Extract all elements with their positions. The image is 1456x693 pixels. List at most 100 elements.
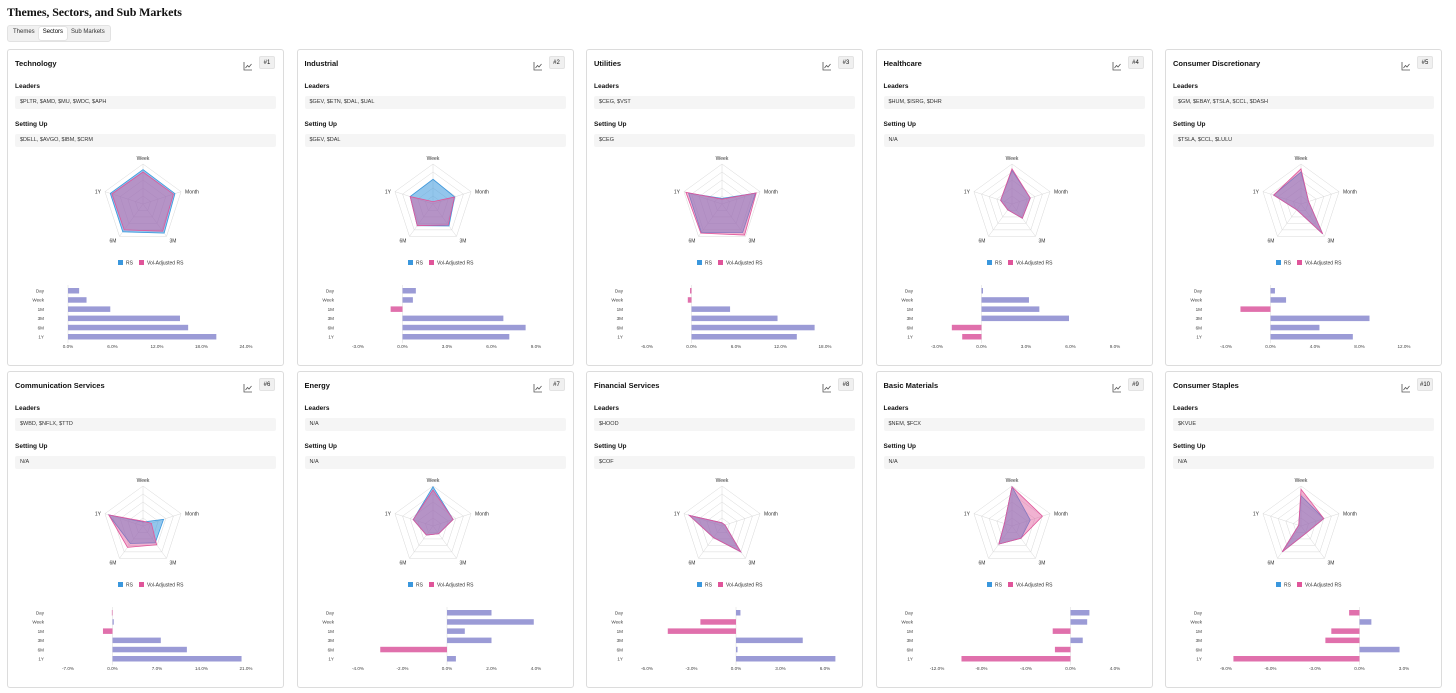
bar-category-label: Week <box>901 298 913 303</box>
radar-axis-label: Week <box>1295 156 1308 162</box>
radar-grid-ring <box>683 485 761 559</box>
sector-charts: Week Month 3M 6M 1Y RS Vol-Adjusted RS Day Week 1… <box>322 156 541 349</box>
bar-category-label: 6M <box>1196 325 1203 330</box>
bar-1m <box>667 628 736 634</box>
bar-week <box>68 297 87 303</box>
legend-swatch-rs <box>986 582 992 587</box>
setting-up-value: N/A <box>883 456 1145 469</box>
bar-category-label: 1Y <box>38 657 44 662</box>
tab-sub-markets[interactable]: Sub Markets <box>71 29 105 35</box>
bar-tick-label: 12.0% <box>774 344 787 349</box>
radar-axis-label: 1Y <box>1253 190 1260 196</box>
bar-tick-label: -6.0% <box>641 666 653 671</box>
legend-swatch-rs <box>407 260 413 265</box>
bar-tick-label: 6.0% <box>820 666 830 671</box>
bar-3m <box>1070 637 1083 644</box>
bar-6m <box>68 324 189 331</box>
chart-icon[interactable] <box>1112 380 1122 393</box>
chart-icon[interactable] <box>243 58 253 71</box>
radar-grid-ring <box>401 171 464 231</box>
radar-axis-label: 6M <box>110 560 117 566</box>
sector-card-financial-services: Financial Services #8 Leaders $HOOD Sett… <box>586 371 863 688</box>
bar-chart: Day Week 1M 3M 6M 1Y -6.0% 0.0% 6.0% 12.0% 18.0% <box>611 285 832 349</box>
chart-icon[interactable] <box>1401 380 1411 393</box>
sector-card-technology: Technology #1 Leaders $PLTR, $AMD, $MU, … <box>7 49 284 366</box>
sector-card-utilities: Utilities #3 Leaders $CEG, $VST Setting … <box>586 49 863 366</box>
chart-icon[interactable] <box>1112 58 1122 71</box>
tab-sectors[interactable]: Sectors <box>38 27 68 40</box>
bar-tick-label: 0.0% <box>1354 666 1364 671</box>
bar-category-label: Week <box>1190 620 1202 625</box>
leaders-label: Leaders <box>594 405 619 412</box>
leaders-value: $GM, $EBAY, $TSLA, $CCL, $DASH <box>1173 96 1434 109</box>
setting-up-label: Setting Up <box>594 121 627 128</box>
radar-grid-ring <box>988 501 1035 546</box>
legend-label-rs: RS <box>995 583 1003 589</box>
bar-1m <box>390 306 402 312</box>
rank-badge: #4 <box>1127 56 1144 69</box>
bar-category-label: 1M <box>38 307 45 312</box>
bar-chart: Day Week 1M 3M 6M 1Y -4.0% 0.0% 4.0% 8.0% 12.0% <box>1190 285 1411 349</box>
bar-chart: Day Week 1M 3M 6M 1Y -6.0% -3.0% 0.0% 3.0% 6.0% <box>611 607 836 671</box>
radar-chart: Week Month 3M 6M 1Y <box>1253 478 1357 566</box>
bar-tick-label: 0.0% <box>731 666 741 671</box>
legend-label-vol-adjusted: Vol-Adjusted RS <box>1016 583 1053 589</box>
sector-charts: Week Month 3M 6M 1Y RS Vol-Adjusted RS Day Week 1… <box>32 478 252 671</box>
radar-axis-label: Month <box>1054 190 1068 196</box>
bar-tick-label: 18.0% <box>818 344 831 349</box>
bar-tick-label: 2.0% <box>486 666 496 671</box>
rank-badge: #7 <box>548 378 565 391</box>
bar-day <box>446 610 491 616</box>
chart-icon[interactable] <box>822 58 832 71</box>
bar-chart: Day Week 1M 3M 6M 1Y -3.0% 0.0% 3.0% 6.0% 9.0% <box>322 285 541 349</box>
legend-label-vol-adjusted: Vol-Adjusted RS <box>147 583 184 589</box>
bar-tick-label: 24.0% <box>239 344 252 349</box>
bar-category-label: Day <box>36 611 45 616</box>
radar-axis-label: 6M <box>1268 238 1275 244</box>
radar-grid-ring <box>698 501 746 546</box>
leaders-label: Leaders <box>883 83 909 90</box>
radar-grid-ring <box>112 493 174 553</box>
rank-badge: #9 <box>1127 378 1144 391</box>
setting-up-value: N/A <box>1173 456 1434 469</box>
rank-badge: #3 <box>838 56 854 69</box>
card-title: Industrial <box>304 59 339 68</box>
setting-up-label: Setting Up <box>883 443 917 450</box>
bar-tick-label: 0.0% <box>686 344 696 349</box>
sector-charts: Week Month 3M 6M 1Y RS Vol-Adjusted RS Day Week 1… <box>901 156 1120 349</box>
chart-icon[interactable] <box>822 380 832 393</box>
bar-day <box>736 610 741 616</box>
sector-charts: Week Month 3M 6M 1Y RS Vol-Adjusted RS Day Week 1… <box>611 156 832 349</box>
radar-axis-label: 1Y <box>963 512 970 518</box>
bar-3m <box>981 315 1069 322</box>
bar-category-label: 3M <box>617 316 624 321</box>
bar-tick-label: 8.0% <box>1354 344 1364 349</box>
radar-series-vol-adjusted <box>107 514 158 548</box>
card-title: Consumer Staples <box>1173 381 1239 390</box>
bar-tick-label: 6.0% <box>486 344 496 349</box>
bar-1m <box>1331 628 1360 634</box>
chart-icon[interactable] <box>533 380 543 393</box>
bar-week <box>1359 619 1372 625</box>
radar-axis-label: 3M <box>1038 238 1045 244</box>
setting-up-value: $CEG <box>594 134 855 147</box>
bar-1m <box>1240 306 1271 312</box>
bar-1y <box>736 656 836 662</box>
bar-category-label: Week <box>322 298 334 303</box>
tab-themes[interactable]: Themes <box>13 29 35 35</box>
chart-icon[interactable] <box>1401 58 1411 71</box>
chart-icon[interactable] <box>533 58 543 71</box>
chart-icon[interactable] <box>243 380 253 393</box>
bar-category-label: 3M <box>1196 316 1203 321</box>
bar-category-label: 1Y <box>617 657 623 662</box>
radar-axis-label: 1Y <box>384 190 391 196</box>
radar-axis-label: Week <box>1295 478 1308 484</box>
bar-category-label: 1Y <box>38 335 44 340</box>
radar-series-vol-adjusted <box>999 167 1031 219</box>
bar-day <box>981 288 983 294</box>
radar-chart: Week Month 3M 6M 1Y <box>95 478 199 566</box>
legend-label-vol-adjusted: Vol-Adjusted RS <box>726 583 763 589</box>
bar-tick-label: 7.0% <box>152 666 162 671</box>
radar-axis-label: Week <box>426 478 439 484</box>
leaders-value: $GEV, $ETN, $DAL, $UAL <box>304 96 566 109</box>
